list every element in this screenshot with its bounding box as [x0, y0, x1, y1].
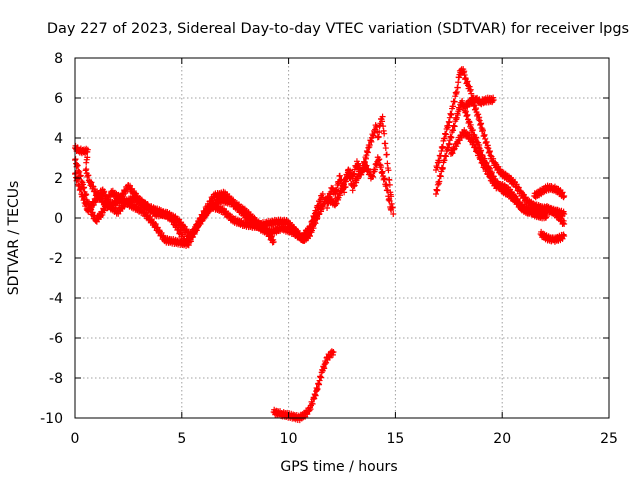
grid	[75, 58, 609, 418]
data-point	[436, 178, 443, 185]
data-point	[378, 164, 385, 171]
data-point	[376, 129, 383, 136]
data-point	[334, 187, 341, 194]
data-point	[342, 184, 349, 191]
data-point	[314, 386, 321, 393]
y-axis-label: SDTVAR / TECUs	[6, 181, 22, 296]
y-tick-label: 6	[54, 91, 63, 107]
data-point	[83, 159, 90, 166]
data-point	[443, 131, 450, 138]
data-point	[483, 139, 490, 146]
data-point	[388, 193, 395, 200]
data-point	[448, 134, 455, 141]
data-point	[386, 181, 393, 188]
data-point	[330, 349, 337, 355]
y-tick-labels: 8 6 4 2 0 -2 -4 -6 -8 -10	[40, 51, 63, 427]
data-point	[325, 199, 332, 206]
data-point	[319, 191, 326, 197]
data-point	[338, 176, 345, 183]
chart-title: Day 227 of 2023, Sidereal Day-to-day VTE…	[47, 21, 629, 37]
x-tick-label: 20	[493, 431, 511, 447]
y-tick-label: 8	[54, 51, 63, 67]
x-tick-label: 15	[386, 431, 404, 447]
data-point	[379, 113, 386, 120]
data-point	[451, 123, 458, 130]
y-tick-label: -4	[49, 291, 63, 307]
series-track-j	[531, 182, 568, 201]
series-track-i	[462, 94, 497, 110]
data-point	[544, 213, 551, 219]
plot-frame	[74, 57, 610, 419]
data-point	[490, 97, 497, 103]
data-point	[443, 153, 450, 160]
data-point	[85, 172, 92, 179]
y-tick-label: 2	[54, 171, 63, 187]
data-point	[372, 166, 379, 173]
series-track-e	[270, 348, 337, 424]
data-point	[358, 171, 365, 178]
data-point	[450, 103, 457, 110]
data-point	[341, 189, 348, 196]
series-track-g	[432, 97, 568, 228]
series-track-d	[324, 113, 397, 217]
data-point	[434, 187, 441, 194]
data-point	[74, 162, 81, 169]
data-point	[383, 151, 390, 158]
data-point	[455, 79, 462, 86]
data-points	[72, 66, 568, 424]
data-point	[381, 130, 388, 137]
x-tick-labels: 0 5 10 15 20 25	[71, 431, 618, 447]
data-point	[451, 98, 458, 105]
data-point	[561, 193, 568, 199]
data-point	[439, 143, 446, 150]
y-tick-label: 4	[54, 131, 63, 147]
data-point	[479, 127, 486, 134]
x-tick-label: 25	[600, 431, 618, 447]
x-axis-label: GPS time / hours	[280, 459, 397, 475]
data-point	[561, 233, 568, 239]
data-point	[318, 374, 325, 381]
data-point	[439, 164, 446, 171]
data-point	[270, 239, 277, 245]
data-point	[389, 204, 396, 211]
data-point	[369, 173, 376, 180]
data-point	[351, 171, 358, 178]
x-tick-label: 10	[280, 431, 298, 447]
y-tick-label: 0	[54, 211, 63, 227]
data-point	[382, 145, 389, 152]
y-tick-label: -6	[49, 331, 63, 347]
y-tick-label: -10	[40, 411, 63, 427]
axis-ticks	[74, 57, 610, 419]
data-point	[381, 175, 388, 182]
data-point	[448, 111, 455, 118]
series-track-k	[537, 228, 568, 245]
data-point	[77, 185, 84, 192]
data-point	[385, 167, 392, 174]
y-tick-label: -8	[49, 371, 63, 387]
y-tick-label: -2	[49, 251, 63, 267]
data-point	[376, 156, 383, 163]
data-point	[84, 146, 91, 153]
data-point	[561, 221, 568, 227]
series-track-f	[432, 66, 568, 219]
x-tick-label: 0	[71, 431, 80, 447]
data-point	[561, 211, 568, 217]
x-tick-label: 5	[177, 431, 186, 447]
series-track-h	[447, 127, 551, 222]
data-point	[390, 211, 397, 217]
data-point	[454, 84, 461, 91]
